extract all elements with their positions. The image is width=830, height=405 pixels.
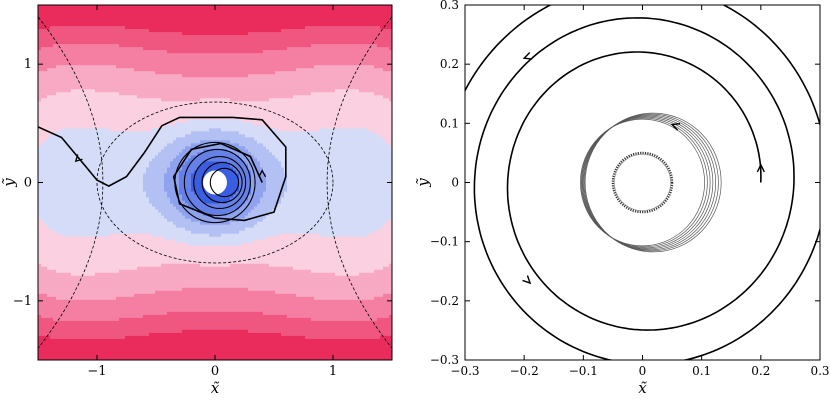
hatched-ring-inner bbox=[614, 154, 670, 210]
x-axis-label: x̃ bbox=[211, 379, 220, 397]
x-tick-label: 0 bbox=[211, 364, 219, 379]
y-tick-label: 1 bbox=[24, 57, 32, 72]
center-hole bbox=[203, 171, 227, 195]
x-tick-label: −0.1 bbox=[569, 364, 598, 378]
y-tick-label: 0.3 bbox=[440, 0, 459, 12]
x-tick-label: −0.2 bbox=[510, 364, 539, 378]
spiral-arrow bbox=[524, 53, 532, 60]
gray-ring bbox=[584, 114, 718, 251]
black-spiral bbox=[442, 0, 828, 364]
y-tick-label: 0 bbox=[451, 176, 459, 190]
x-tick-label: 0.3 bbox=[810, 364, 829, 378]
y-tick-label: 0.1 bbox=[440, 116, 459, 130]
right-axes-frame bbox=[465, 5, 820, 360]
x-tick-label: −1 bbox=[87, 364, 106, 379]
y-tick-label: −0.2 bbox=[430, 294, 459, 308]
x-tick-label: 0.1 bbox=[692, 364, 711, 378]
left-panel: −1 0 1 −1 0 1 x̃ ỹ bbox=[0, 0, 412, 397]
y-tick-label: 0 bbox=[24, 176, 32, 191]
x-tick-label: 0.2 bbox=[751, 364, 770, 378]
y-tick-label: −1 bbox=[13, 294, 32, 309]
y-axis-label: ỹ bbox=[414, 178, 432, 188]
x-axis-label: x̃ bbox=[638, 379, 647, 397]
y-tick-label: 0.2 bbox=[440, 57, 459, 71]
x-tick-label: 0 bbox=[639, 364, 647, 378]
gray-ring bbox=[585, 113, 721, 252]
y-axis-label: ỹ bbox=[0, 178, 18, 188]
y-tick-label: −0.3 bbox=[430, 353, 459, 367]
x-tick-label: 1 bbox=[329, 364, 337, 379]
y-tick-label: −0.1 bbox=[430, 235, 459, 249]
hatched-ring bbox=[613, 153, 672, 212]
spiral-arrow bbox=[523, 276, 531, 284]
